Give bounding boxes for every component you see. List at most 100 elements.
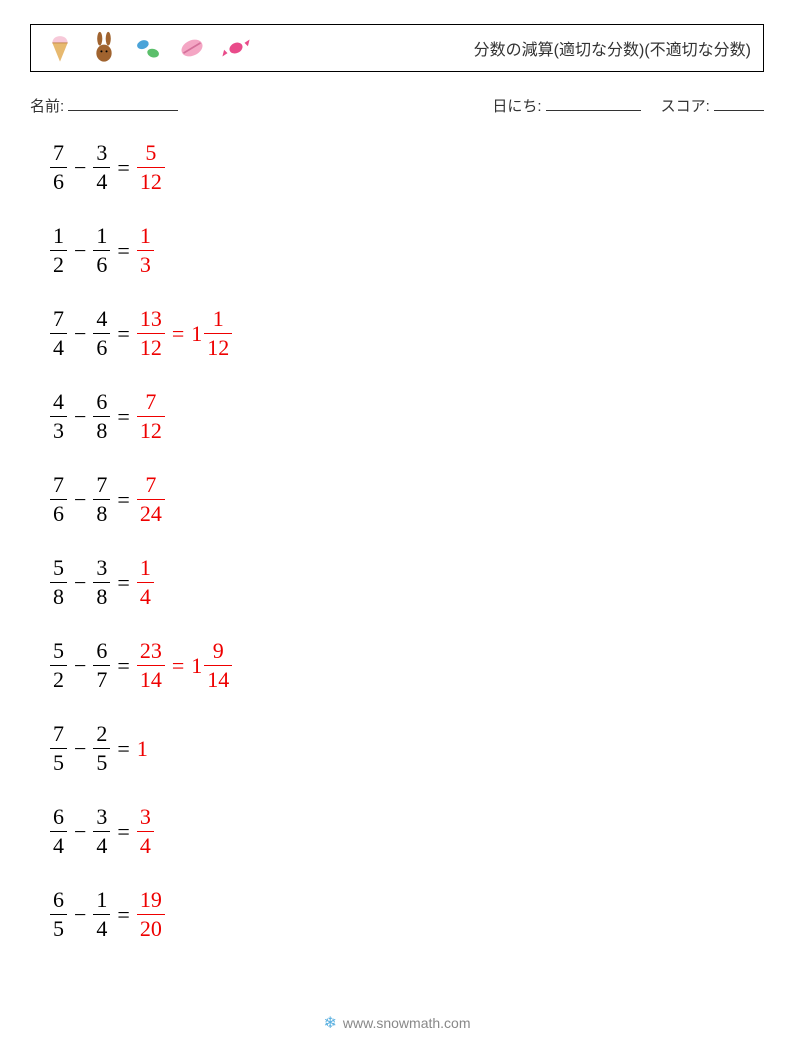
answer-value: 1 [137, 738, 148, 760]
denominator: 4 [93, 831, 110, 859]
minus-sign: − [67, 821, 93, 843]
denominator: 4 [93, 167, 110, 195]
fraction: 58 [50, 555, 67, 610]
denominator: 4 [50, 333, 67, 361]
equals-sign: = [110, 489, 136, 511]
fraction: 712 [137, 389, 165, 444]
info-row: 名前: 日にち: スコア: [30, 95, 764, 116]
fraction: 64 [50, 804, 67, 859]
ice-cream-icon [43, 31, 77, 65]
denominator: 12 [137, 333, 165, 361]
fraction: 14 [93, 887, 110, 942]
denominator: 6 [93, 333, 110, 361]
fraction: 76 [50, 472, 67, 527]
fraction: 1312 [137, 306, 165, 361]
fraction: 76 [50, 140, 67, 195]
numerator: 1 [137, 555, 154, 582]
numerator: 9 [210, 638, 227, 665]
denominator: 14 [137, 665, 165, 693]
fraction: 78 [93, 472, 110, 527]
problem-row: 75−25=1 [50, 721, 744, 776]
problem-row: 58−38=14 [50, 555, 744, 610]
minus-sign: − [67, 323, 93, 345]
denominator: 12 [204, 333, 232, 361]
numerator: 1 [210, 306, 227, 333]
minus-sign: − [67, 489, 93, 511]
date-underline [546, 97, 641, 111]
fraction: 67 [93, 638, 110, 693]
problem-row: 74−46=1312=1112 [50, 306, 744, 361]
denominator: 24 [137, 499, 165, 527]
denominator: 2 [50, 250, 67, 278]
problem-row: 64−34=34 [50, 804, 744, 859]
numerator: 7 [50, 472, 67, 499]
denominator: 14 [204, 665, 232, 693]
denominator: 3 [137, 250, 154, 278]
equals-sign: = [110, 655, 136, 677]
minus-sign: − [67, 572, 93, 594]
denominator: 12 [137, 167, 165, 195]
numerator: 5 [142, 140, 159, 167]
numerator: 7 [50, 306, 67, 333]
rabbit-icon [87, 31, 121, 65]
problem-row: 76−78=724 [50, 472, 744, 527]
fraction: 914 [204, 638, 232, 693]
minus-sign: − [67, 904, 93, 926]
fraction: 14 [137, 555, 154, 610]
fraction: 43 [50, 389, 67, 444]
fraction: 34 [137, 804, 154, 859]
numerator: 19 [137, 887, 165, 914]
worksheet-title: 分数の減算(適切な分数)(不適切な分数) [474, 36, 751, 60]
denominator: 8 [93, 416, 110, 444]
header-icons [43, 31, 253, 65]
fraction: 65 [50, 887, 67, 942]
problem-row: 43−68=712 [50, 389, 744, 444]
fraction: 25 [93, 721, 110, 776]
problem-row: 65−14=1920 [50, 887, 744, 942]
denominator: 5 [50, 914, 67, 942]
fraction: 512 [137, 140, 165, 195]
problem-row: 52−67=2314=1914 [50, 638, 744, 693]
score-field: スコア: [661, 95, 764, 116]
fraction: 724 [137, 472, 165, 527]
minus-sign: − [67, 240, 93, 262]
fraction: 13 [137, 223, 154, 278]
fraction: 12 [50, 223, 67, 278]
denominator: 2 [50, 665, 67, 693]
denominator: 5 [93, 748, 110, 776]
numerator: 13 [137, 306, 165, 333]
numerator: 4 [50, 389, 67, 416]
fraction: 38 [93, 555, 110, 610]
score-label: スコア: [661, 98, 710, 115]
equals-sign: = [110, 904, 136, 926]
equals-sign: = [110, 572, 136, 594]
numerator: 7 [142, 472, 159, 499]
fraction: 68 [93, 389, 110, 444]
denominator: 8 [93, 499, 110, 527]
numerator: 4 [93, 306, 110, 333]
numerator: 5 [50, 638, 67, 665]
denominator: 6 [50, 499, 67, 527]
minus-sign: − [67, 655, 93, 677]
numerator: 6 [50, 887, 67, 914]
minus-sign: − [67, 738, 93, 760]
fraction: 34 [93, 804, 110, 859]
equals-sign: = [110, 406, 136, 428]
equals-sign: = [165, 323, 191, 345]
score-underline [714, 97, 764, 111]
date-field: 日にち: [492, 95, 640, 116]
minus-sign: − [67, 157, 93, 179]
header-box: 分数の減算(適切な分数)(不適切な分数) [30, 24, 764, 72]
whole-part: 1 [191, 323, 204, 345]
equals-sign: = [110, 738, 136, 760]
numerator: 6 [93, 638, 110, 665]
numerator: 1 [50, 223, 67, 250]
equals-sign: = [110, 240, 136, 262]
denominator: 4 [137, 831, 154, 859]
numerator: 7 [50, 140, 67, 167]
name-underline [68, 97, 178, 111]
fraction: 75 [50, 721, 67, 776]
fraction: 112 [204, 306, 232, 361]
equals-sign: = [165, 655, 191, 677]
denominator: 6 [50, 167, 67, 195]
